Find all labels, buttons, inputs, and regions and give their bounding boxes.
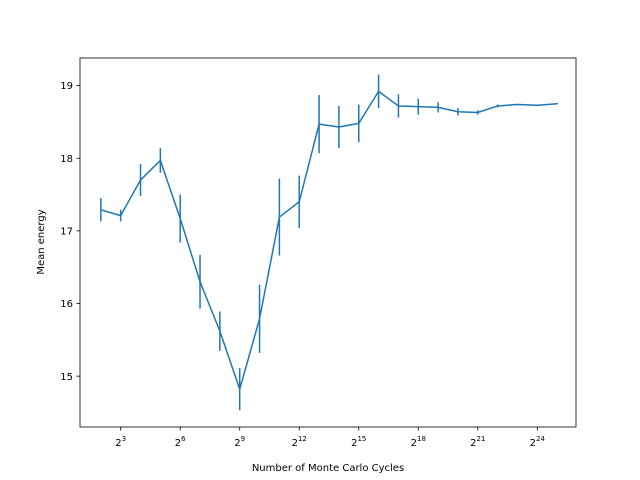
y-tick-label-2: 17 [60,226,73,237]
x-axis-label: Number of Monte Carlo Cycles [252,463,404,474]
y-tick-label-1: 16 [60,299,73,310]
y-tick-label-0: 15 [60,372,73,383]
x-tick-label-3: 212 [292,435,307,449]
x-tick-label-6: 221 [470,435,485,449]
series-line [100,90,558,390]
y-axis-label: Mean energy [36,209,47,274]
x-tick-label-5: 218 [411,435,426,449]
plot-frame [79,57,577,428]
y-tick-label-3: 18 [60,154,73,165]
x-tick-label-4: 215 [351,435,366,449]
y-axis: 15 16 17 18 19 [60,81,80,383]
x-tick-label-1: 26 [175,435,186,449]
x-axis: 23 26 29 212 215 218 221 224 [115,427,545,449]
x-tick-label-7: 224 [530,435,546,449]
y-tick-label-4: 19 [60,81,73,92]
x-tick-label-2: 29 [234,435,245,449]
x-tick-label-0: 23 [115,435,126,449]
